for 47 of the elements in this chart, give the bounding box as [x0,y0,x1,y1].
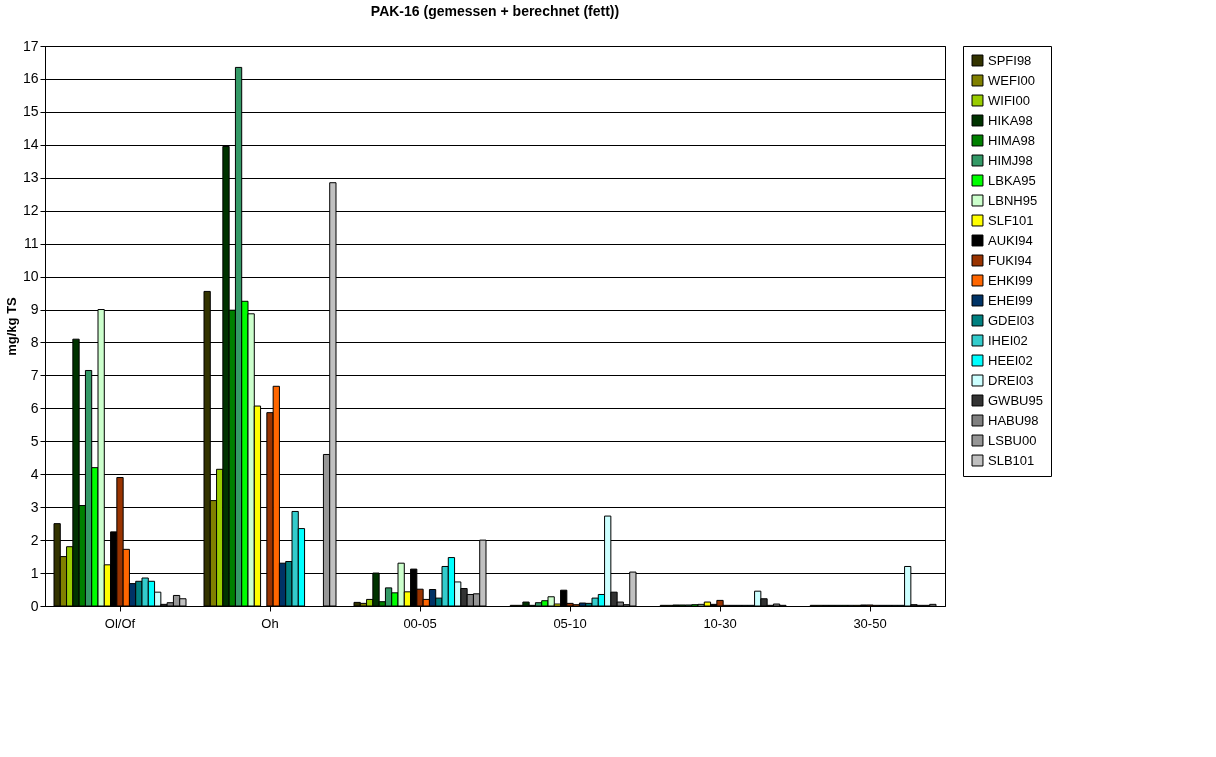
y-tick-label: 16 [22,70,39,87]
y-tick-label: 8 [30,333,39,350]
legend-label: IHEI02 [988,332,1028,348]
y-tick-label: 4 [30,465,39,482]
legend-label: WIFI00 [988,92,1030,108]
y-axis-title: mg/kg TS [3,296,19,356]
legend-label: SPFI98 [988,52,1032,68]
legend-label: SLF101 [988,212,1034,228]
legend-label: LBNH95 [988,192,1038,208]
legend-label: LBKA95 [988,172,1036,188]
legend-label: EHEI99 [988,292,1033,308]
legend-label: DREI03 [988,372,1034,388]
y-tick-label: 12 [22,202,39,219]
y-tick-label: 11 [23,235,39,252]
legend-label: LSBU00 [988,432,1037,448]
legend-label: HEEI02 [988,352,1033,368]
legend-label: WEFI00 [988,72,1035,88]
y-tick-label: 5 [30,432,39,449]
chart-title: PAK-16 (gemessen + berechnet (fett)) [370,3,620,19]
legend-label: EHKI99 [988,272,1033,288]
x-tick-label: Ol/Of [104,615,136,631]
y-tick-label: 0 [30,597,39,614]
legend-label: HIKA98 [988,112,1033,128]
x-tick-label: 10-30 [703,615,737,631]
x-tick-label: Oh [261,615,279,631]
legend-label: FUKI94 [988,252,1033,268]
legend-label: GWBU95 [988,392,1043,408]
x-tick-label: 30-50 [853,615,887,631]
x-tick-label: 05-10 [553,615,587,631]
legend-label: HIMA98 [988,132,1035,148]
y-tick-label: 3 [30,498,39,515]
legend-label: SLB101 [988,452,1035,468]
y-tick-label: 7 [30,366,39,383]
legend-label: AUKI94 [988,232,1033,248]
legend-label: HIMJ98 [988,152,1033,168]
y-tick-label: 10 [22,268,39,285]
y-tick-label: 9 [30,301,39,318]
x-tick-label: 00-05 [403,615,437,631]
legend-label: GDEI03 [988,312,1035,328]
y-tick-label: 2 [30,531,39,548]
y-tick-label: 1 [30,564,39,581]
y-tick-label: 13 [22,169,39,186]
y-tick-label: 14 [22,136,39,153]
y-tick-label: 15 [22,103,39,120]
y-tick-label: 17 [22,37,39,54]
y-tick-label: 6 [30,399,39,416]
legend-label: HABU98 [988,412,1039,428]
